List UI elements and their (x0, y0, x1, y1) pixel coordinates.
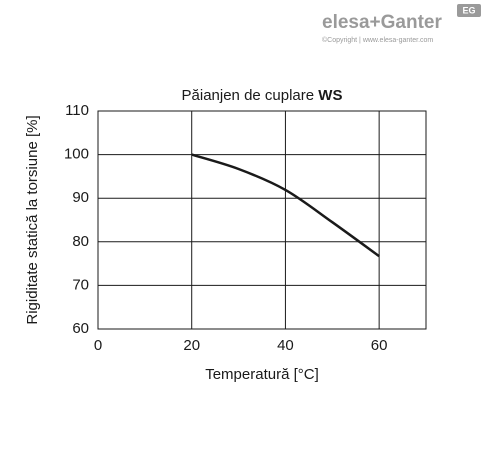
data-line (191, 153, 380, 258)
brand: elesa+Ganter EG ©Copyright | www.elesa-g… (322, 4, 481, 44)
x-tick-label: 20 (183, 337, 200, 354)
x-axis-label: Temperatură [°C] (205, 366, 319, 383)
brand-name: elesa+Ganter (322, 12, 442, 33)
brand-badge: EG (462, 5, 475, 15)
brand-copyright: ©Copyright | www.elesa-ganter.com (322, 36, 433, 44)
y-tick-label: 100 (64, 146, 89, 163)
x-tick-label: 0 (94, 337, 102, 354)
title-text: Păianjen de cuplare (182, 87, 315, 104)
brand-badge-bg (457, 4, 481, 17)
x-tick-label: 40 (277, 337, 294, 354)
y-tick-label: 110 (65, 102, 89, 119)
plot-frame (97, 110, 427, 330)
chart-title: Păianjen de cuplare WS (182, 87, 343, 104)
title-bold: WS (318, 87, 342, 104)
y-tick-label: 90 (72, 189, 89, 206)
y-tick-label: 70 (72, 276, 89, 293)
y-tick-label: 60 (72, 320, 89, 337)
y-tick-label: 80 (72, 233, 89, 250)
x-tick-label: 60 (371, 337, 388, 354)
y-axis-label: Rigiditate statică la torsiune [%] (24, 115, 41, 324)
